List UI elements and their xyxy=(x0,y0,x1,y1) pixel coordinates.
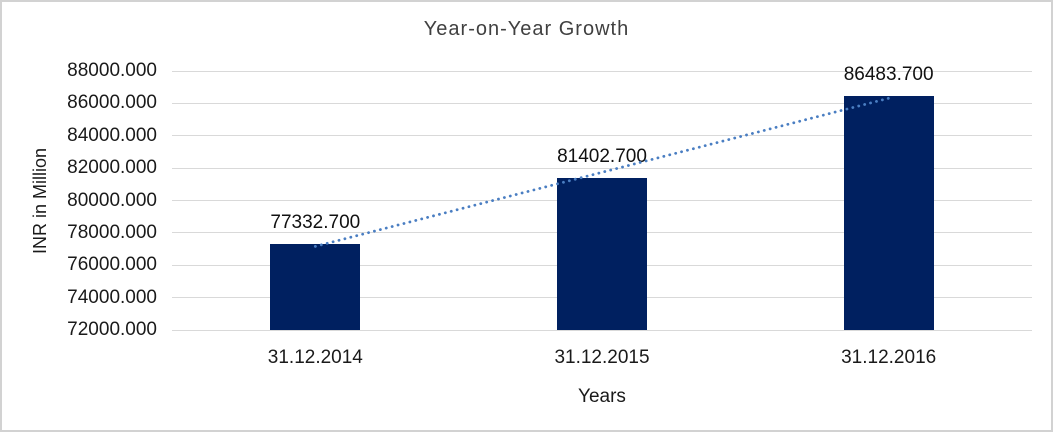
data-label: 81402.700 xyxy=(557,145,647,167)
y-axis-tick-label: 80000.000 xyxy=(67,189,157,211)
y-axis-tick-label: 76000.000 xyxy=(67,254,157,276)
chart-title: Year-on-Year Growth xyxy=(423,18,630,40)
bar xyxy=(843,95,934,330)
y-axis-tick-label: 74000.000 xyxy=(67,286,157,308)
gridline xyxy=(172,70,1032,72)
data-label: 86483.700 xyxy=(843,63,934,85)
data-label: 77332.700 xyxy=(270,211,361,233)
x-axis-category-label: 31.12.2014 xyxy=(267,347,363,368)
y-axis-tick-label: 72000.000 xyxy=(67,319,157,340)
y-axis-tick-label: 86000.000 xyxy=(67,92,157,114)
bar xyxy=(270,243,361,330)
gridline xyxy=(172,329,1032,331)
y-axis-tick-label: 78000.000 xyxy=(67,221,157,243)
y-axis-tick-label: 84000.000 xyxy=(67,124,157,146)
x-axis-category-label: 31.12.2016 xyxy=(841,347,937,368)
x-axis-category-label: 31.12.2015 xyxy=(554,347,650,368)
bar xyxy=(557,177,647,330)
y-axis-tick-label: 82000.000 xyxy=(67,157,157,179)
x-axis-title: Years xyxy=(578,386,626,407)
y-axis-tick-label: 88000.000 xyxy=(67,60,157,81)
